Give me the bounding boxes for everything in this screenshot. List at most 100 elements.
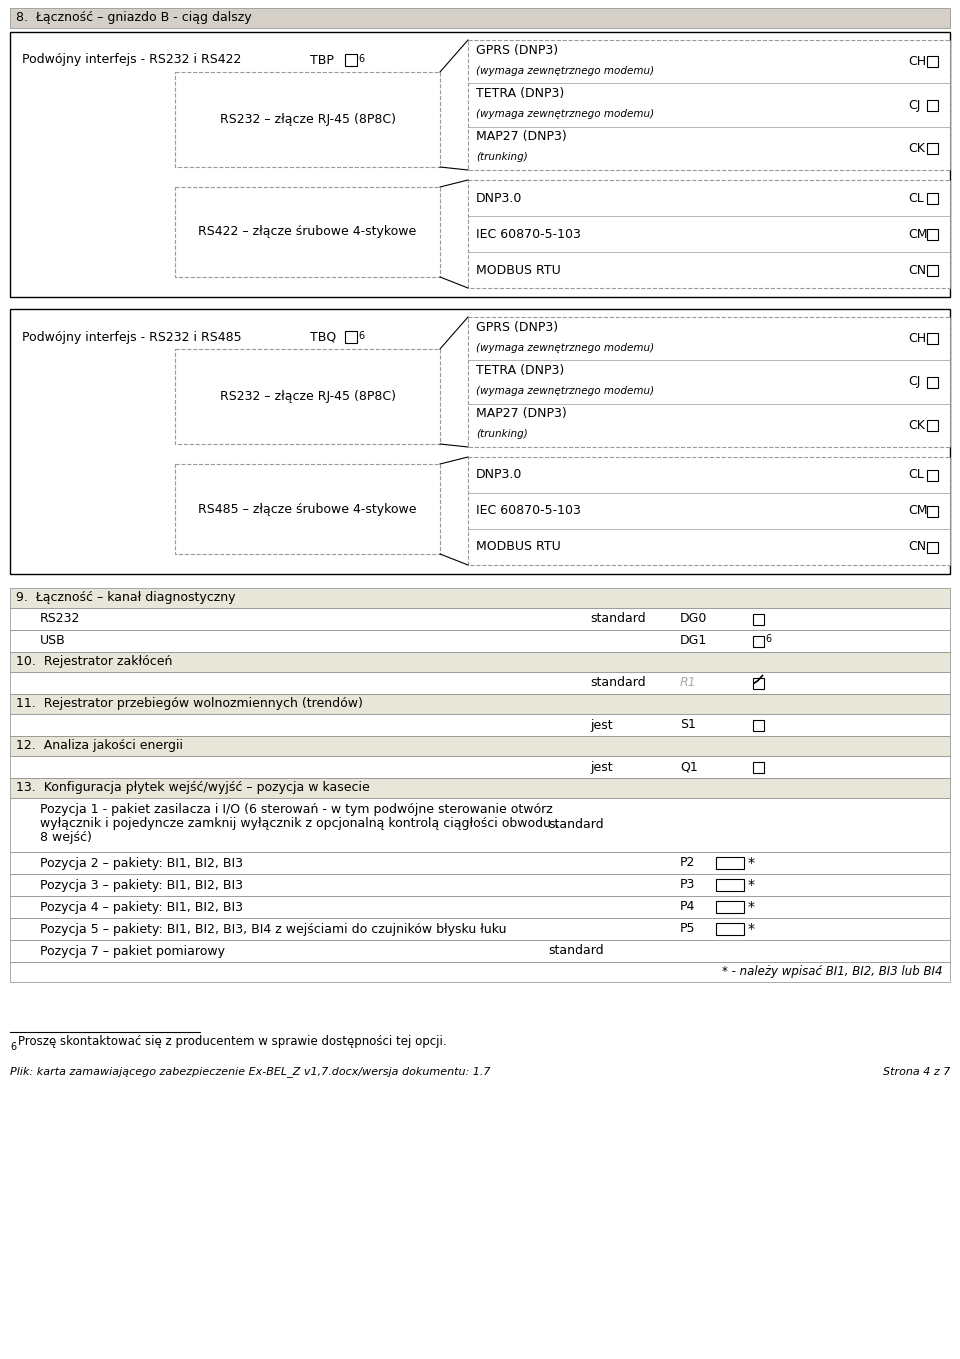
Text: 6: 6 [10,1042,16,1052]
Text: jest: jest [590,761,612,773]
Text: standard: standard [590,613,646,625]
Text: USB: USB [40,635,65,647]
Text: R1: R1 [680,677,697,689]
Text: standard: standard [590,677,646,689]
Text: standard: standard [548,818,604,832]
Bar [345,332,357,342]
Text: MAP27 (DNP3): MAP27 (DNP3) [476,130,566,143]
Text: * - należy wpisać BI1, BI2, BI3 lub BI4: * - należy wpisać BI1, BI2, BI3 lub BI4 [722,965,942,978]
Text: CN: CN [908,264,926,276]
Bar [10,874,950,896]
Text: standard: standard [548,945,604,958]
Text: P3: P3 [680,878,695,892]
Text: CH: CH [908,332,926,345]
Text: *: * [748,878,755,892]
Text: (wymaga zewnętrznego modemu): (wymaga zewnętrznego modemu) [476,65,654,76]
Bar [926,420,938,431]
Text: CL: CL [908,469,924,481]
Text: (wymaga zewnętrznego modemu): (wymaga zewnętrznego modemu) [476,109,654,120]
Text: P5: P5 [680,923,695,935]
Bar [10,940,950,962]
Bar [926,469,938,481]
Bar [175,349,440,444]
Text: 8 wejść): 8 wejść) [40,832,92,844]
Text: CN: CN [908,541,926,553]
Text: 8.  Łączność – gniazdo B - ciąg dalszy: 8. Łączność – gniazdo B - ciąg dalszy [16,11,252,24]
Text: 9.  Łączność – kanał diagnostyczny: 9. Łączność – kanał diagnostyczny [16,591,235,605]
Bar [345,54,357,67]
Bar [926,56,938,67]
Bar [926,541,938,553]
Text: 13.  Konfiguracja płytek wejść/wyjść – pozycja w kasecie: 13. Konfiguracja płytek wejść/wyjść – po… [16,781,370,795]
Text: Proszę skontaktować się z producentem w sprawie dostępności tej opcji.: Proszę skontaktować się z producentem w … [18,1036,446,1049]
Bar [753,613,763,625]
Text: RS422 – złącze śrubowe 4-stykowe: RS422 – złącze śrubowe 4-stykowe [199,226,417,238]
Text: Pozycja 7 – pakiet pomiarowy: Pozycja 7 – pakiet pomiarowy [40,945,225,958]
Bar [468,317,950,447]
Bar [10,652,950,671]
Text: CJ: CJ [908,375,921,389]
Text: P4: P4 [680,901,695,913]
Text: DG1: DG1 [680,635,708,647]
Bar [468,179,950,288]
Bar [753,636,763,647]
Text: RS232: RS232 [40,613,81,625]
Text: (wymaga zewnętrznego modemu): (wymaga zewnętrznego modemu) [476,342,654,353]
Text: CK: CK [908,419,924,432]
Bar [10,756,950,777]
Text: Podwójny interfejs - RS232 i RS485: Podwójny interfejs - RS232 i RS485 [22,330,242,344]
Bar [926,99,938,110]
Bar [10,607,950,631]
Text: Strona 4 z 7: Strona 4 z 7 [882,1067,950,1076]
Text: Podwójny interfejs - RS232 i RS422: Podwójny interfejs - RS232 i RS422 [22,53,241,67]
Text: IEC 60870-5-103: IEC 60870-5-103 [476,227,581,241]
Bar [468,39,950,170]
Bar [926,265,938,276]
Text: Pozycja 1 - pakiet zasilacza i I/O (6 sterowań - w tym podwójne sterowanie otwór: Pozycja 1 - pakiet zasilacza i I/O (6 st… [40,803,553,817]
Bar [10,896,950,917]
Text: (trunking): (trunking) [476,429,528,439]
Text: MODBUS RTU: MODBUS RTU [476,264,561,276]
Bar [926,333,938,344]
Text: CM: CM [908,504,927,518]
Text: MODBUS RTU: MODBUS RTU [476,541,561,553]
Text: (wymaga zewnętrznego modemu): (wymaga zewnętrznego modemu) [476,386,654,395]
Text: MAP27 (DNP3): MAP27 (DNP3) [476,408,566,420]
Text: TBP: TBP [310,53,334,67]
Bar [716,858,744,868]
Text: CH: CH [908,56,926,68]
Bar [753,761,763,772]
Bar [10,588,950,607]
Bar [716,901,744,913]
Text: (trunking): (trunking) [476,152,528,162]
Text: 6: 6 [358,332,364,341]
Text: *: * [748,856,755,870]
Text: GPRS (DNP3): GPRS (DNP3) [476,321,558,334]
Text: 6: 6 [358,54,364,64]
Text: RS232 – złącze RJ-45 (8P8C): RS232 – złącze RJ-45 (8P8C) [220,390,396,404]
Text: DNP3.0: DNP3.0 [476,469,522,481]
Bar [10,33,950,298]
Text: DNP3.0: DNP3.0 [476,192,522,204]
Text: *: * [748,921,755,936]
Text: CM: CM [908,227,927,241]
Text: Plik: karta zamawiającego zabezpieczenie Ex-BEL_Z v1,7.docx/wersja dokumentu: 1.: Plik: karta zamawiającego zabezpieczenie… [10,1067,491,1078]
Text: TETRA (DNP3): TETRA (DNP3) [476,364,564,376]
Text: *: * [748,900,755,915]
Text: wyłącznik i pojedyncze zamknij wyłącznik z opcjonalną kontrolą ciągłości obwodu : wyłącznik i pojedyncze zamknij wyłącznik… [40,818,559,830]
Text: TETRA (DNP3): TETRA (DNP3) [476,87,564,101]
Bar [10,962,950,983]
Bar [175,188,440,277]
Bar [926,228,938,239]
Bar [716,879,744,892]
Text: Pozycja 4 – pakiety: BI1, BI2, BI3: Pozycja 4 – pakiety: BI1, BI2, BI3 [40,901,243,913]
Bar [10,671,950,694]
Bar [926,376,938,387]
Text: Q1: Q1 [680,761,698,773]
Text: DG0: DG0 [680,613,708,625]
Text: 12.  Analiza jakości energii: 12. Analiza jakości energii [16,739,183,753]
Text: S1: S1 [680,719,696,731]
Bar [10,631,950,652]
Bar [175,72,440,167]
Text: 11.  Rejestrator przebiegów wolnozmiennych (trendów): 11. Rejestrator przebiegów wolnozmiennyc… [16,697,363,711]
